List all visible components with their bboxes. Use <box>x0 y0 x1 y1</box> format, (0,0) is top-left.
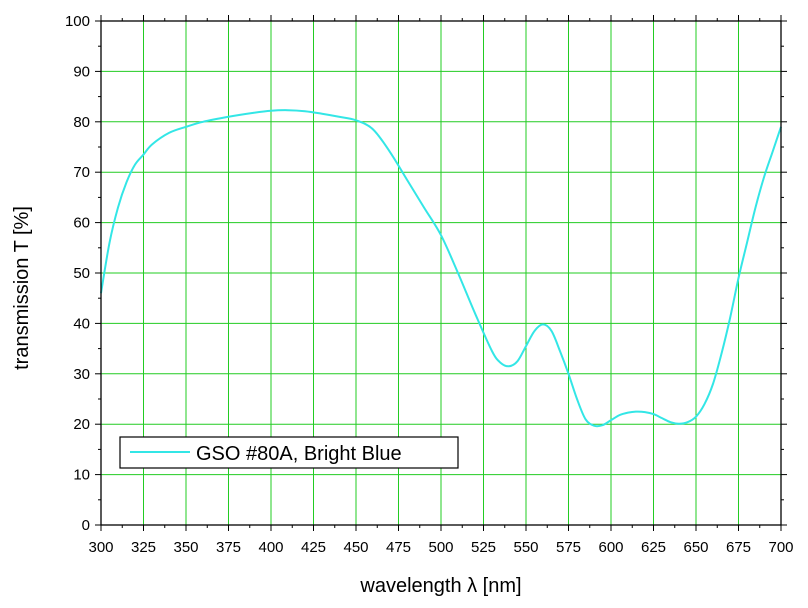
ticks <box>95 15 787 531</box>
x-tick-label: 350 <box>173 539 198 556</box>
x-tick-label: 600 <box>598 539 623 556</box>
x-tick-label: 675 <box>726 539 751 556</box>
y-tick-label: 70 <box>73 164 90 181</box>
x-tick-label: 550 <box>513 539 538 556</box>
y-tick-label: 30 <box>73 366 90 383</box>
legend: GSO #80A, Bright Blue <box>119 436 459 469</box>
x-tick-label: 650 <box>683 539 708 556</box>
grid <box>101 21 781 525</box>
series-line <box>100 109 782 428</box>
series-layer <box>100 109 782 428</box>
y-tick-label: 40 <box>73 315 90 332</box>
x-tick-label: 525 <box>471 539 496 556</box>
x-tick-label: 700 <box>768 539 793 556</box>
x-tick-label: 325 <box>131 539 156 556</box>
x-axis-title: wavelength λ [nm] <box>359 575 521 597</box>
x-tick-label: 625 <box>641 539 666 556</box>
y-tick-label: 90 <box>73 63 90 80</box>
x-tick-label: 300 <box>88 539 113 556</box>
y-tick-label: 50 <box>73 265 90 282</box>
x-tick-label: 450 <box>343 539 368 556</box>
y-tick-label: 0 <box>82 517 90 534</box>
y-tick-label: 20 <box>73 416 90 433</box>
x-tick-label: 475 <box>386 539 411 556</box>
x-tick-label: 400 <box>258 539 283 556</box>
legend-label: GSO #80A, Bright Blue <box>196 443 402 465</box>
y-axis-title: transmission T [%] <box>11 206 33 370</box>
y-tick-label: 100 <box>65 13 90 30</box>
y-tick-label: 80 <box>73 114 90 131</box>
y-tick-label: 60 <box>73 215 90 232</box>
tick-labels: 300 325 350 375 400 425 450 475 500 525 550 575 600 6… <box>65 13 794 556</box>
x-tick-label: 375 <box>216 539 241 556</box>
x-tick-label: 500 <box>428 539 453 556</box>
x-tick-label: 575 <box>556 539 581 556</box>
y-tick-label: 10 <box>73 467 90 484</box>
x-tick-label: 425 <box>301 539 326 556</box>
